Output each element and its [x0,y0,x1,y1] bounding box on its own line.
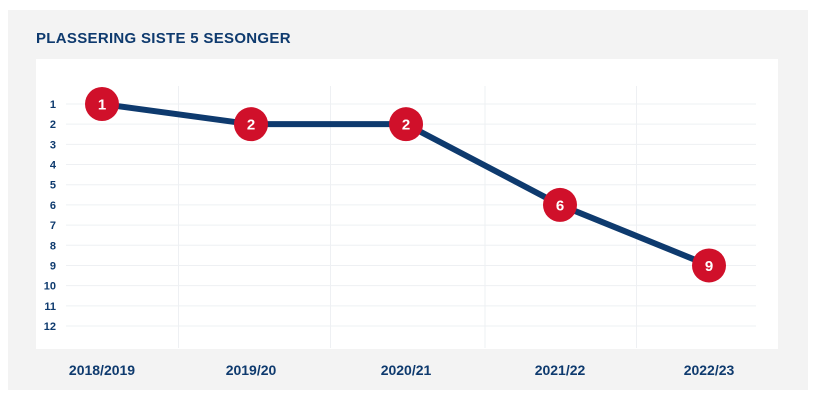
data-point-label: 6 [556,197,564,214]
data-point-label: 1 [98,97,106,114]
y-tick-label: 5 [50,180,56,192]
data-point-label: 2 [402,117,410,134]
grid-lines [66,86,756,348]
data-point-label: 2 [247,117,255,134]
data-point-label: 9 [705,258,713,275]
data-point-marker [85,87,119,121]
y-tick-label: 2 [50,119,56,131]
y-tick-label: 4 [50,160,57,172]
y-tick-label: 10 [44,281,56,293]
data-point-marker [389,107,423,142]
x-axis-ticks: 2018/2019 2019/20 2020/21 2021/22 2022/23 [69,362,735,378]
x-tick-label: 2021/22 [535,362,586,378]
chart-title: PLASSERING SISTE 5 SESONGER [36,30,291,47]
data-points: 1 2 2 6 9 [85,87,726,283]
x-tick-label: 2020/21 [381,362,432,378]
data-point-marker [692,248,726,283]
data-point-marker [234,107,268,142]
y-tick-label: 11 [44,301,56,313]
y-tick-label: 7 [50,220,56,232]
y-tick-label: 3 [50,139,56,151]
y-tick-label: 12 [44,321,56,333]
y-tick-label: 6 [50,200,56,212]
y-tick-label: 9 [50,260,56,272]
x-tick-label: 2019/20 [226,362,277,378]
x-tick-label: 2022/23 [684,362,735,378]
y-tick-label: 8 [50,240,56,252]
x-tick-label: 2018/2019 [69,362,135,378]
y-tick-label: 1 [50,99,56,111]
data-point-marker [543,187,577,222]
